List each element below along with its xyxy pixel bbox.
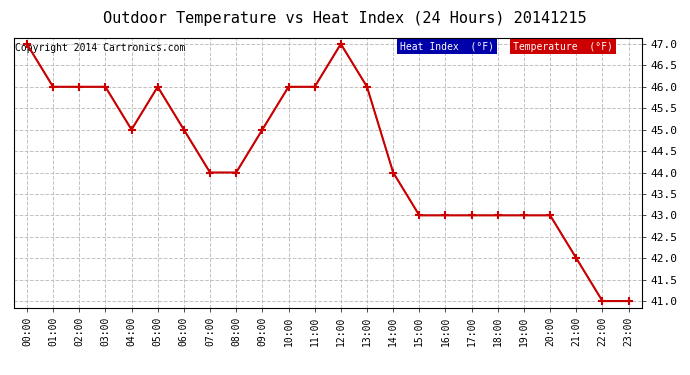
Text: Outdoor Temperature vs Heat Index (24 Hours) 20141215: Outdoor Temperature vs Heat Index (24 Ho…: [104, 11, 586, 26]
Text: Copyright 2014 Cartronics.com: Copyright 2014 Cartronics.com: [15, 43, 186, 53]
Text: Heat Index  (°F): Heat Index (°F): [400, 42, 494, 51]
Text: Temperature  (°F): Temperature (°F): [513, 42, 613, 51]
